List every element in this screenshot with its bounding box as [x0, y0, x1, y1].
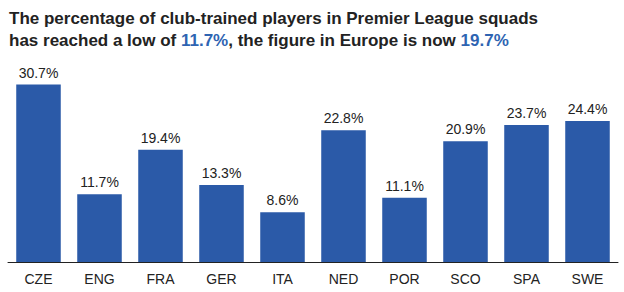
- svg-text:ITA: ITA: [272, 271, 293, 287]
- svg-text:SPA: SPA: [513, 271, 541, 287]
- svg-text:11.7%: 11.7%: [181, 31, 228, 50]
- svg-text:19.7%: 19.7%: [461, 31, 509, 50]
- svg-text:24.4%: 24.4%: [568, 101, 608, 117]
- svg-text:has reached a low of: has reached a low of: [9, 31, 181, 50]
- svg-text:20.9%: 20.9%: [446, 121, 486, 137]
- svg-text:30.7%: 30.7%: [19, 65, 59, 81]
- svg-text:23.7%: 23.7%: [507, 105, 547, 121]
- svg-text:The percentage of club-trained: The percentage of club-trained players i…: [9, 9, 538, 28]
- svg-text:GER: GER: [206, 271, 236, 287]
- svg-text:, the figure in Europe is now: , the figure in Europe is now: [228, 31, 460, 50]
- svg-text:SWE: SWE: [572, 271, 604, 287]
- svg-text:19.4%: 19.4%: [141, 130, 181, 146]
- svg-text:22.8%: 22.8%: [324, 110, 364, 126]
- svg-text:ENG: ENG: [84, 271, 114, 287]
- svg-text:8.6%: 8.6%: [267, 192, 299, 208]
- svg-text:NED: NED: [329, 271, 359, 287]
- svg-text:POR: POR: [389, 271, 419, 287]
- svg-text:11.1%: 11.1%: [385, 178, 424, 194]
- svg-text:SCO: SCO: [450, 271, 480, 287]
- svg-text:11.7%: 11.7%: [80, 174, 119, 190]
- svg-text:FRA: FRA: [147, 271, 176, 287]
- svg-text:13.3%: 13.3%: [202, 165, 242, 181]
- svg-text:CZE: CZE: [25, 271, 53, 287]
